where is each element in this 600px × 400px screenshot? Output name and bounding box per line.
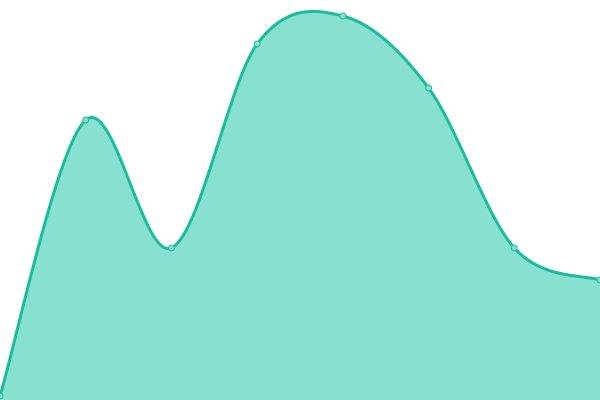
data-point xyxy=(596,276,600,284)
data-point xyxy=(253,40,261,48)
data-point xyxy=(510,244,518,252)
data-point xyxy=(339,12,347,20)
data-point xyxy=(425,84,433,92)
area-fill xyxy=(0,11,600,400)
data-point xyxy=(167,244,175,252)
data-point xyxy=(82,116,90,124)
data-points xyxy=(0,12,600,400)
data-point xyxy=(0,392,4,400)
